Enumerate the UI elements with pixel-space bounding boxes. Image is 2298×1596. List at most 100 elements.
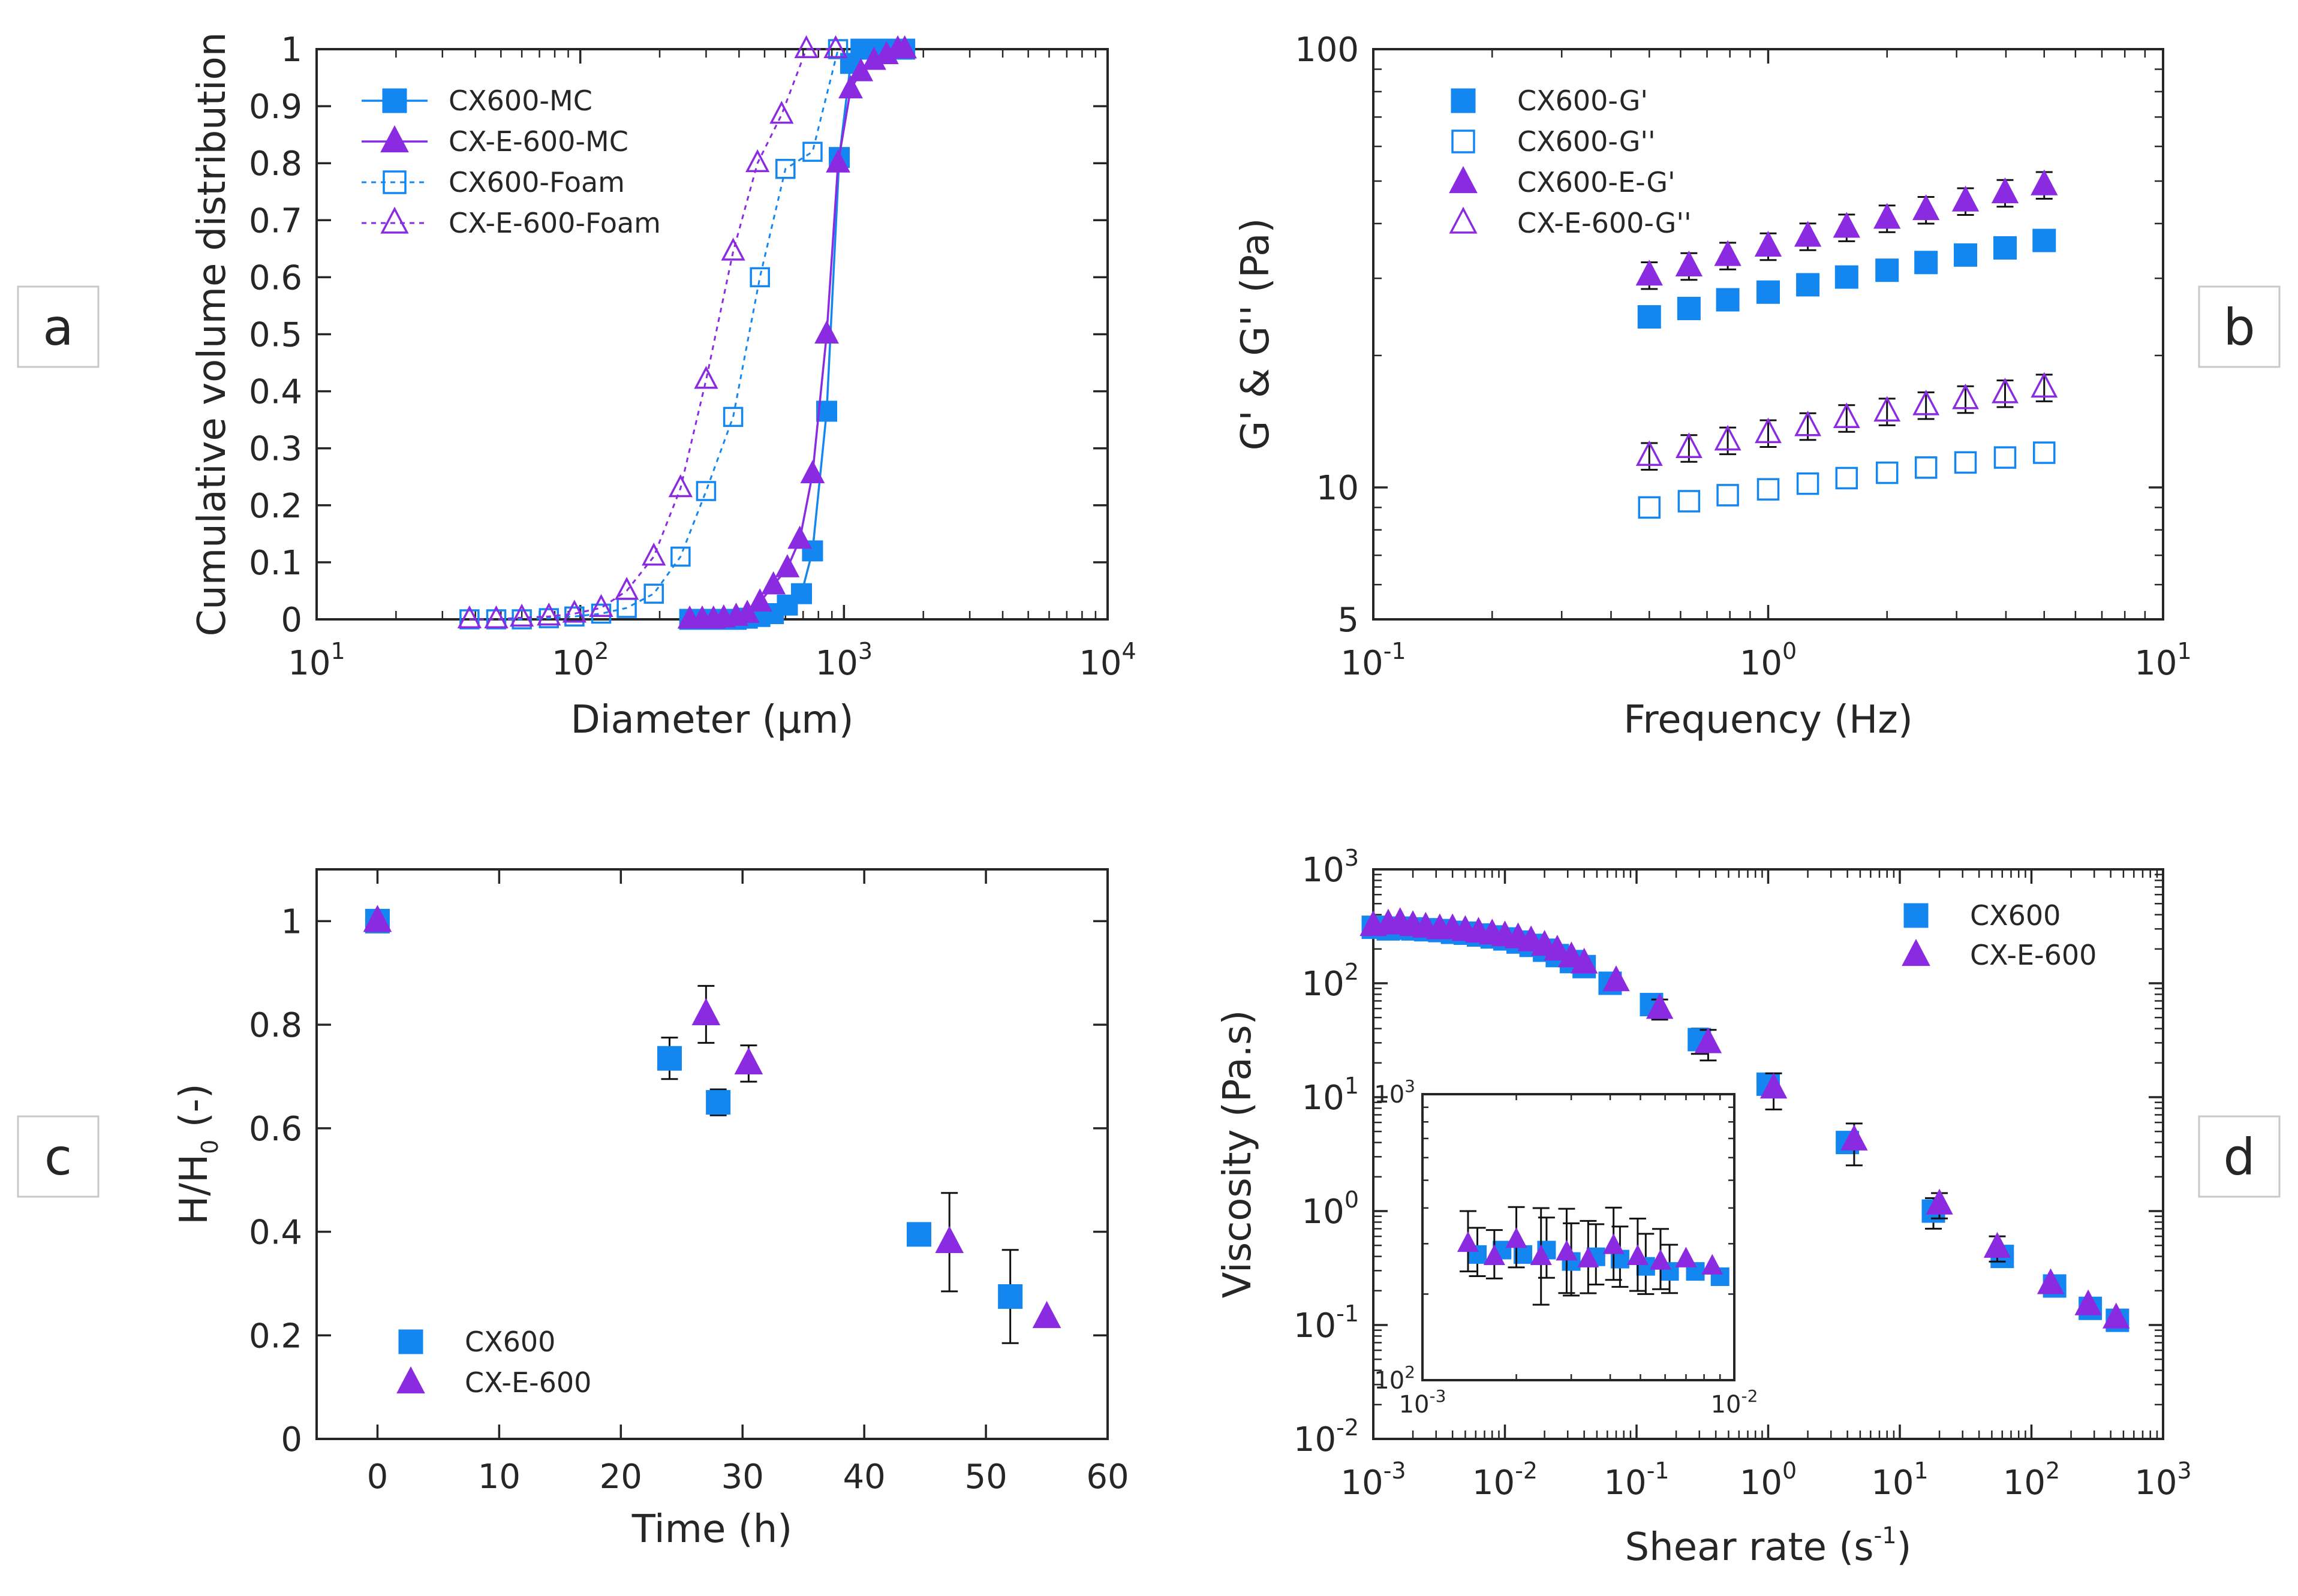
- point-b-0-1: [1677, 297, 1701, 321]
- y-tick-c-0: 0: [281, 1420, 302, 1459]
- x-tick-c-5: 50: [964, 1458, 1007, 1496]
- point-a-3-11: [745, 149, 770, 173]
- point-b-0-8: [1954, 243, 1978, 267]
- point-b-3-4: [1794, 410, 1822, 436]
- svg-text:b: b: [2223, 298, 2255, 357]
- x-tick-d-1: 10-2: [1472, 1458, 1538, 1502]
- legend-item-b-0: CX600-G': [1451, 85, 1648, 117]
- point-a-3-4: [562, 600, 587, 623]
- point-a-3-1: [484, 605, 509, 628]
- legend-item-a-1: CX-E-600-MC: [362, 125, 628, 158]
- inset-point-1-5: [1577, 1246, 1599, 1267]
- inset-d: 10-3 10-2 102 103: [1374, 1076, 1758, 1419]
- point-b-0-2: [1716, 288, 1740, 312]
- svg-text:CX600: CX600: [1970, 899, 2061, 932]
- point-a-2-10: [723, 406, 744, 427]
- legend-item-a-0: CX600-MC: [362, 85, 592, 117]
- point-b-3-9: [1992, 378, 2019, 403]
- y-tick-a-4: 0.4: [249, 373, 302, 412]
- chart-c: 0 10 20 30 40 50 60 0 0.2 0.4 0.6 0.8 1 Time (h) H/H0 …: [172, 868, 1129, 1552]
- y-tick-c-3: 0.6: [249, 1110, 302, 1149]
- y-tick-a-5: 0.5: [249, 316, 302, 355]
- x-tick-c-1: 10: [478, 1458, 521, 1496]
- y-axis-label-c: H/H0 (-): [172, 1083, 223, 1224]
- legend-item-c-0: CX600: [398, 1326, 555, 1358]
- x-tick-b-2: 101: [2134, 638, 2191, 683]
- point-b-1-6: [1875, 461, 1899, 484]
- legend-item-a-2: CX600-Foam: [362, 166, 625, 198]
- svg-text:a: a: [43, 298, 73, 357]
- point-a-2-7: [643, 583, 664, 604]
- x-axis-label-b: Frequency (Hz): [1623, 698, 1913, 742]
- point-a-3-12: [769, 101, 794, 124]
- point-a-2-0: [459, 609, 480, 630]
- svg-text:CX-E-600-MC: CX-E-600-MC: [449, 125, 628, 158]
- svg-text:c: c: [44, 1128, 72, 1187]
- point-a-2-2: [512, 609, 532, 630]
- x-tick-a-0: 101: [288, 638, 345, 683]
- legend-item-d-1: CX-E-600: [1902, 938, 2097, 971]
- point-c-0-4: [998, 1284, 1023, 1309]
- point-b-3-8: [1952, 383, 1979, 409]
- point-b-1-1: [1677, 490, 1701, 513]
- point-d-1-17: [1602, 965, 1630, 992]
- point-a-3-5: [589, 594, 613, 617]
- point-b-2-7: [1912, 194, 1940, 221]
- point-b-2-0: [1635, 260, 1663, 286]
- inset-point-1-8: [1649, 1249, 1672, 1270]
- point-b-1-10: [2033, 441, 2056, 464]
- point-c-1-0: [363, 905, 392, 932]
- point-d-1-19: [1694, 1027, 1722, 1053]
- x-tick-c-3: 30: [721, 1458, 764, 1496]
- point-d-1-21: [1840, 1124, 1868, 1151]
- point-a-3-10: [721, 237, 745, 261]
- y-tick-a-1: 0.1: [249, 544, 302, 583]
- point-b-3-1: [1675, 432, 1703, 458]
- y-tick-d-3: 101: [1302, 1073, 1359, 1118]
- x-tick-d-2: 10-1: [1604, 1458, 1669, 1502]
- y-axis-label-b: G' & G'' (Pa): [1234, 218, 1278, 451]
- point-b-0-3: [1756, 280, 1780, 304]
- inset-y-tick-1: 103: [1374, 1076, 1415, 1109]
- point-a-1-12: [826, 149, 850, 173]
- y-tick-d-2: 100: [1302, 1187, 1359, 1231]
- point-b-2-5: [1833, 212, 1860, 238]
- x-tick-c-6: 60: [1086, 1458, 1129, 1496]
- plot-frame: [315, 868, 1109, 1440]
- point-a-3-9: [694, 366, 718, 389]
- inset-point-0-8: [1660, 1262, 1679, 1281]
- svg-text:d: d: [2223, 1128, 2255, 1187]
- x-axis-label-a: Diameter (μm): [570, 698, 853, 742]
- point-b-0-5: [1834, 265, 1858, 289]
- inset-x-tick-1: 10-2: [1711, 1386, 1758, 1419]
- y-tick-d-4: 102: [1302, 959, 1359, 1004]
- point-b-1-5: [1835, 466, 1858, 490]
- inset-point-1-1: [1483, 1244, 1505, 1265]
- x-tick-c-2: 20: [600, 1458, 642, 1496]
- legend-item-b-2: CX600-E-G': [1449, 165, 1676, 198]
- point-b-2-10: [2031, 169, 2058, 195]
- point-b-1-9: [1993, 446, 2017, 469]
- point-b-2-8: [1951, 185, 1980, 212]
- point-b-3-7: [1912, 389, 1940, 415]
- point-a-3-14: [823, 35, 848, 58]
- point-b-1-7: [1914, 456, 1938, 479]
- inset-y-tick-0: 102: [1374, 1362, 1415, 1395]
- point-a-1-10: [800, 460, 825, 483]
- point-b-2-3: [1754, 230, 1782, 257]
- point-c-0-3: [906, 1222, 931, 1247]
- x-tick-c-4: 40: [843, 1458, 886, 1496]
- legend-item-b-3: CX-E-600-G'': [1449, 206, 1692, 239]
- legend-item-a-3: CX-E-600-Foam: [362, 206, 661, 239]
- point-b-3-6: [1873, 396, 1901, 422]
- point-d-1-25: [2074, 1289, 2102, 1315]
- y-tick-b-1: 10: [1316, 469, 1359, 508]
- point-a-3-7: [642, 543, 666, 566]
- x-tick-b-1: 100: [1740, 638, 1797, 683]
- point-b-2-2: [1714, 240, 1741, 266]
- inset-point-1-10: [1701, 1254, 1724, 1275]
- point-b-0-10: [2032, 228, 2056, 252]
- point-b-0-7: [1914, 251, 1938, 275]
- x-tick-d-0: 10-3: [1340, 1458, 1406, 1502]
- point-b-0-4: [1796, 273, 1820, 297]
